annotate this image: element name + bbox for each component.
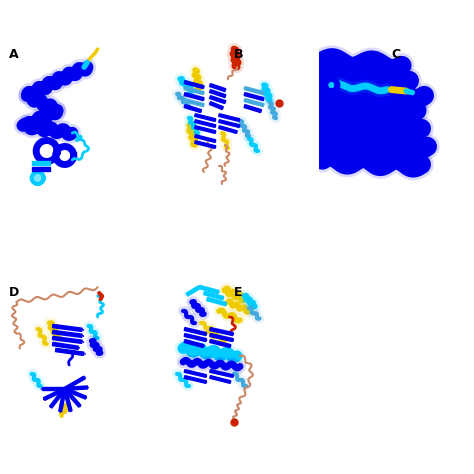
- Polygon shape: [53, 337, 82, 344]
- Polygon shape: [184, 92, 204, 100]
- Polygon shape: [184, 87, 204, 95]
- Polygon shape: [195, 126, 216, 134]
- Polygon shape: [63, 389, 72, 411]
- Polygon shape: [32, 161, 50, 165]
- Polygon shape: [244, 99, 264, 107]
- Polygon shape: [64, 386, 88, 391]
- Polygon shape: [42, 387, 64, 391]
- Polygon shape: [244, 105, 262, 113]
- Polygon shape: [210, 328, 233, 336]
- Polygon shape: [210, 334, 233, 342]
- Polygon shape: [44, 388, 65, 401]
- Polygon shape: [184, 334, 207, 342]
- Polygon shape: [184, 328, 207, 336]
- Polygon shape: [64, 376, 85, 390]
- Polygon shape: [210, 90, 226, 98]
- Polygon shape: [195, 135, 216, 142]
- Text: B: B: [234, 47, 244, 61]
- Polygon shape: [186, 286, 201, 296]
- Polygon shape: [53, 324, 82, 331]
- Polygon shape: [199, 285, 219, 294]
- Polygon shape: [210, 375, 231, 383]
- Polygon shape: [204, 292, 224, 300]
- Text: C: C: [392, 47, 401, 61]
- Polygon shape: [210, 83, 226, 91]
- Polygon shape: [219, 120, 240, 128]
- Polygon shape: [219, 114, 240, 121]
- Polygon shape: [184, 99, 204, 107]
- Polygon shape: [219, 126, 237, 133]
- Polygon shape: [210, 96, 226, 104]
- Polygon shape: [195, 120, 216, 128]
- Polygon shape: [207, 297, 227, 306]
- Polygon shape: [32, 167, 50, 171]
- Polygon shape: [195, 141, 216, 148]
- Polygon shape: [210, 101, 223, 109]
- Polygon shape: [59, 389, 66, 412]
- Polygon shape: [210, 370, 233, 377]
- Polygon shape: [210, 339, 231, 347]
- Polygon shape: [64, 388, 81, 407]
- Polygon shape: [55, 348, 84, 356]
- Polygon shape: [184, 370, 207, 377]
- Polygon shape: [195, 114, 216, 121]
- Polygon shape: [184, 105, 201, 113]
- Polygon shape: [184, 375, 207, 383]
- Polygon shape: [244, 92, 264, 100]
- Polygon shape: [244, 87, 264, 95]
- Polygon shape: [49, 388, 66, 408]
- Polygon shape: [64, 388, 86, 399]
- Polygon shape: [184, 339, 204, 347]
- Text: E: E: [234, 285, 243, 299]
- Text: A: A: [9, 47, 19, 61]
- Text: D: D: [9, 285, 19, 299]
- Polygon shape: [184, 81, 204, 89]
- Polygon shape: [53, 342, 78, 349]
- Polygon shape: [32, 172, 44, 184]
- Polygon shape: [53, 330, 82, 337]
